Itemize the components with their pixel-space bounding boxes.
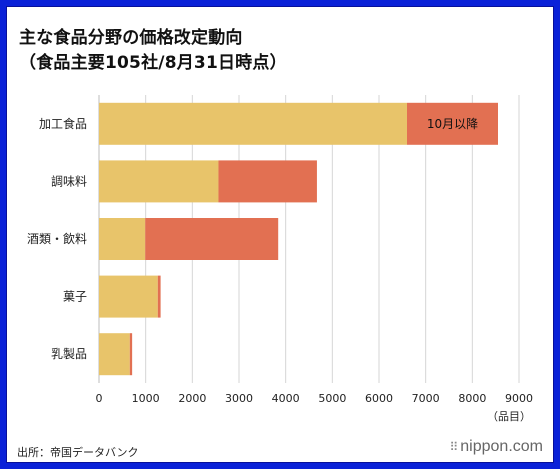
- bar-2-series-0: [99, 218, 146, 260]
- chart-title: 主な食品分野の価格改定動向: [19, 28, 243, 48]
- category-label-1: 調味料: [51, 174, 87, 188]
- category-label-0: 加工食品: [39, 116, 87, 131]
- bar-4-series-0: [99, 333, 130, 376]
- source-note: 出所：帝国データバンク: [17, 446, 139, 459]
- x-axis-unit: （品目）: [487, 410, 531, 423]
- bar-1-series-0: [99, 160, 219, 203]
- chart-subtitle: （食品主要105社/8月31日時点）: [19, 53, 287, 73]
- x-tick-label-3000: 3000: [225, 392, 253, 405]
- bar-0-series-0: [99, 102, 407, 145]
- x-tick-label-6000: 6000: [365, 392, 393, 405]
- bar-4-series-1: [129, 333, 133, 376]
- brand-logo: ⠿ nippon.com: [449, 438, 543, 456]
- x-tick-label-8000: 8000: [458, 392, 486, 405]
- bar-0-series-1: [407, 102, 498, 145]
- x-tick-label-7000: 7000: [412, 392, 440, 405]
- annotation-label: 10月以降: [427, 117, 478, 131]
- x-tick-label-9000: 9000: [505, 392, 533, 405]
- category-label-4: 乳製品: [51, 347, 87, 361]
- chart-card: 主な食品分野の価格改定動向 （食品主要105社/8月31日時点） 加工食品調味料…: [6, 6, 554, 463]
- bar-3-series-0: [99, 275, 158, 318]
- dots-icon: ⠿: [449, 440, 459, 454]
- x-tick-label-2000: 2000: [178, 392, 206, 405]
- category-label-2: 酒類・飲料: [27, 231, 87, 246]
- x-tick-label-5000: 5000: [318, 392, 346, 405]
- x-tick-label-4000: 4000: [272, 392, 300, 405]
- bar-1-series-1: [218, 160, 317, 203]
- bar-3-series-1: [157, 275, 161, 318]
- category-label-3: 菓子: [63, 290, 87, 304]
- x-tick-label-1000: 1000: [132, 392, 160, 405]
- bar-2-series-1: [145, 218, 279, 260]
- x-tick-label-0: 0: [96, 392, 103, 405]
- brand-text: nippon.com: [460, 438, 543, 455]
